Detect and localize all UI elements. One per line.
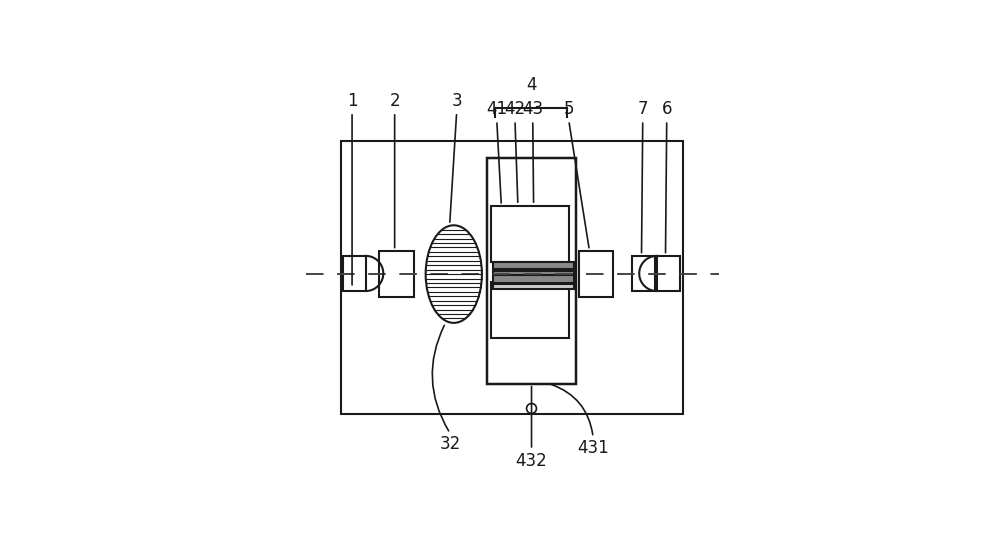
Text: 5: 5 bbox=[563, 100, 574, 118]
Bar bbox=[493, 262, 574, 269]
Bar bbox=[379, 250, 414, 297]
Bar bbox=[341, 141, 683, 414]
Text: 3: 3 bbox=[451, 91, 462, 110]
Bar bbox=[493, 275, 574, 283]
Bar bbox=[491, 206, 569, 262]
Bar bbox=[632, 256, 655, 291]
Text: 4: 4 bbox=[526, 76, 536, 94]
Bar bbox=[657, 256, 680, 291]
Bar bbox=[493, 271, 574, 276]
Text: 43: 43 bbox=[522, 100, 543, 118]
Ellipse shape bbox=[426, 226, 482, 323]
Text: 6: 6 bbox=[661, 100, 672, 118]
Text: 42: 42 bbox=[504, 100, 526, 118]
Text: 7: 7 bbox=[637, 100, 648, 118]
Bar bbox=[491, 282, 569, 338]
Text: 32: 32 bbox=[439, 436, 461, 453]
Text: 431: 431 bbox=[577, 439, 609, 458]
Bar bbox=[579, 250, 613, 297]
Text: 2: 2 bbox=[389, 91, 400, 110]
Bar bbox=[343, 256, 366, 291]
Bar bbox=[487, 158, 576, 383]
Text: 432: 432 bbox=[516, 452, 547, 470]
Text: 1: 1 bbox=[347, 91, 357, 110]
Bar bbox=[493, 284, 574, 288]
Text: 41: 41 bbox=[486, 100, 507, 118]
